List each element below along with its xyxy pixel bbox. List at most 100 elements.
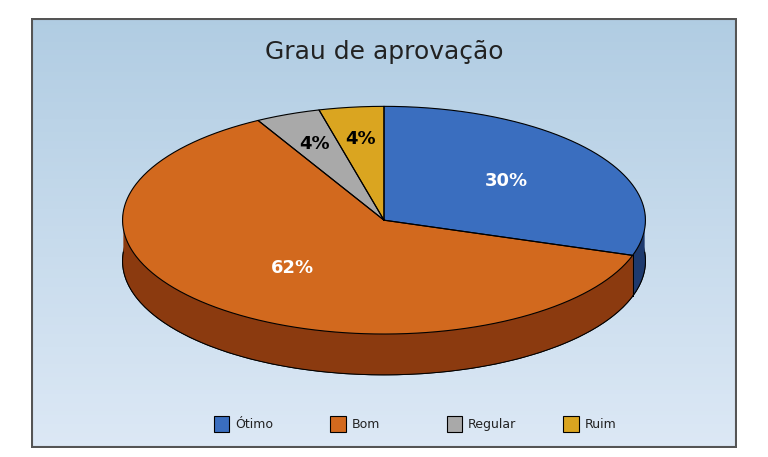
Polygon shape — [319, 106, 384, 220]
Text: 30%: 30% — [485, 172, 528, 191]
Text: Grau de aprovação: Grau de aprovação — [265, 40, 503, 64]
Bar — [31, 104, 737, 108]
Polygon shape — [123, 121, 633, 334]
Bar — [31, 409, 737, 414]
Bar — [31, 220, 737, 224]
Bar — [31, 332, 737, 336]
Bar — [31, 298, 737, 302]
Bar — [31, 65, 737, 70]
Bar — [31, 310, 737, 315]
Bar — [31, 388, 737, 392]
Bar — [31, 289, 737, 293]
Bar — [31, 134, 737, 138]
Bar — [31, 151, 737, 156]
Bar — [31, 212, 737, 216]
Bar — [31, 383, 737, 388]
Bar — [31, 435, 737, 439]
Bar — [31, 40, 737, 44]
Bar — [31, 362, 737, 366]
Bar — [31, 259, 737, 263]
Bar — [31, 430, 737, 435]
Bar — [31, 246, 737, 250]
Bar — [31, 91, 737, 96]
Bar — [31, 18, 737, 22]
Bar — [31, 83, 737, 87]
Bar — [31, 280, 737, 285]
Bar — [31, 224, 737, 229]
Bar — [31, 250, 737, 255]
Bar — [31, 190, 737, 194]
Bar — [214, 416, 230, 432]
Bar — [31, 229, 737, 233]
Bar — [31, 57, 737, 61]
Bar — [31, 79, 737, 83]
Bar — [31, 173, 737, 177]
Bar — [31, 70, 737, 74]
Bar — [31, 366, 737, 371]
Bar — [447, 416, 462, 432]
Bar — [31, 340, 737, 345]
Text: Bom: Bom — [352, 418, 380, 431]
Bar — [330, 416, 346, 432]
Bar — [31, 130, 737, 134]
Bar — [31, 117, 737, 122]
Bar — [31, 358, 737, 362]
Bar — [31, 336, 737, 340]
Bar — [31, 237, 737, 242]
Bar — [31, 371, 737, 375]
Bar — [31, 160, 737, 165]
Bar — [31, 108, 737, 113]
Polygon shape — [258, 110, 384, 220]
Bar — [31, 22, 737, 27]
Bar — [31, 233, 737, 237]
Bar — [31, 345, 737, 349]
Bar — [31, 263, 737, 267]
Text: Ruim: Ruim — [584, 418, 617, 431]
Bar — [31, 36, 737, 40]
Bar — [31, 306, 737, 310]
Bar — [31, 315, 737, 319]
Bar — [31, 147, 737, 151]
Bar — [31, 216, 737, 220]
Text: 62%: 62% — [271, 260, 314, 277]
Bar — [31, 165, 737, 169]
Bar — [31, 439, 737, 444]
Bar — [31, 319, 737, 323]
Bar — [31, 293, 737, 298]
Bar — [564, 416, 579, 432]
Bar — [31, 27, 737, 31]
Bar — [31, 302, 737, 306]
Bar — [31, 207, 737, 212]
Bar — [31, 87, 737, 91]
Bar — [31, 405, 737, 409]
Bar — [31, 169, 737, 173]
Bar — [31, 61, 737, 65]
Bar — [31, 272, 737, 276]
Bar — [31, 276, 737, 280]
Bar — [31, 353, 737, 358]
Bar — [31, 96, 737, 100]
Text: Regular: Regular — [468, 418, 516, 431]
Bar — [31, 194, 737, 199]
Bar — [31, 143, 737, 147]
Bar — [31, 328, 737, 332]
Bar — [31, 122, 737, 126]
Text: 4%: 4% — [345, 130, 376, 148]
Bar — [31, 418, 737, 422]
Bar — [31, 186, 737, 190]
Bar — [31, 426, 737, 430]
Bar — [31, 44, 737, 48]
Bar — [31, 255, 737, 259]
Bar — [31, 444, 737, 448]
Bar — [31, 48, 737, 53]
Bar — [31, 126, 737, 130]
Bar — [31, 379, 737, 383]
Bar — [31, 414, 737, 418]
Bar — [31, 401, 737, 405]
Bar — [31, 375, 737, 379]
Bar — [31, 181, 737, 186]
Bar — [31, 53, 737, 57]
Bar — [31, 242, 737, 246]
Bar — [31, 156, 737, 160]
Polygon shape — [123, 211, 633, 375]
